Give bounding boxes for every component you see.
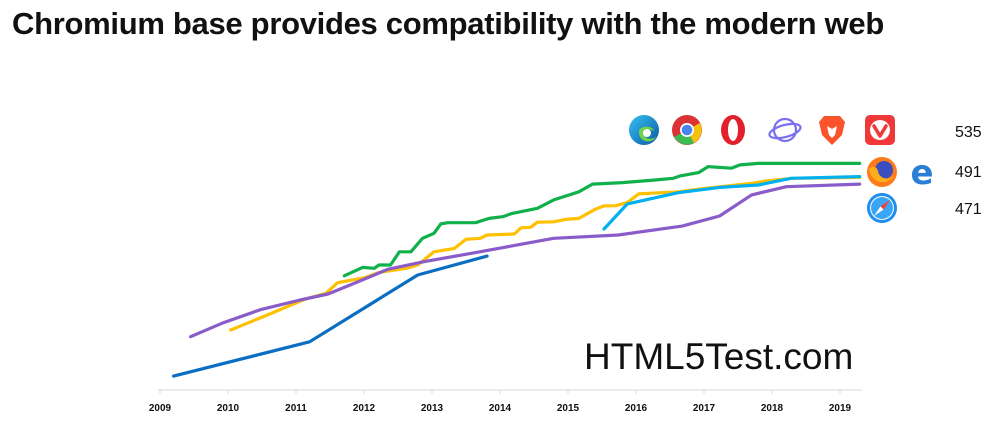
x-tick-label: 2011: [285, 403, 307, 414]
series-line-safari: [189, 182, 862, 339]
vivaldi-icon: [865, 115, 895, 145]
brave-icon: [819, 116, 845, 145]
series-line-edge-legacy: [602, 175, 862, 231]
x-tick-label: 2018: [761, 403, 784, 414]
series-line-firefox: [229, 175, 862, 332]
score-label-firefox-edge: 491: [955, 164, 982, 181]
svg-text:e: e: [910, 155, 933, 189]
opera-icon: [721, 115, 745, 145]
edge-chromium-icon: [629, 115, 659, 145]
score-label-safari: 471: [955, 201, 982, 218]
score-label-chromium: 535: [955, 124, 982, 141]
x-tick-label: 2015: [557, 403, 580, 414]
watermark: HTML5Test.com: [584, 336, 854, 377]
safari-icon: [867, 193, 897, 223]
firefox-icon: [867, 157, 897, 187]
x-tick-label: 2010: [217, 403, 240, 414]
x-tick-label: 2016: [625, 403, 648, 414]
x-tick-label: 2019: [829, 403, 852, 414]
samsung-internet-icon: [768, 117, 802, 143]
x-tick-label: 2013: [421, 403, 444, 414]
series-line-internet-explorer: [172, 254, 489, 378]
chrome-icon: [672, 115, 702, 145]
x-tick-label: 2014: [489, 403, 512, 414]
page-title: Chromium base provides compatibility wit…: [12, 6, 884, 41]
series-line-chromium-based-browsers: [342, 161, 862, 278]
edge-legacy-icon: e: [910, 155, 933, 189]
x-tick-label: 2017: [693, 403, 716, 414]
x-tick-label: 2012: [353, 403, 376, 414]
x-tick-label: 2009: [149, 403, 172, 414]
